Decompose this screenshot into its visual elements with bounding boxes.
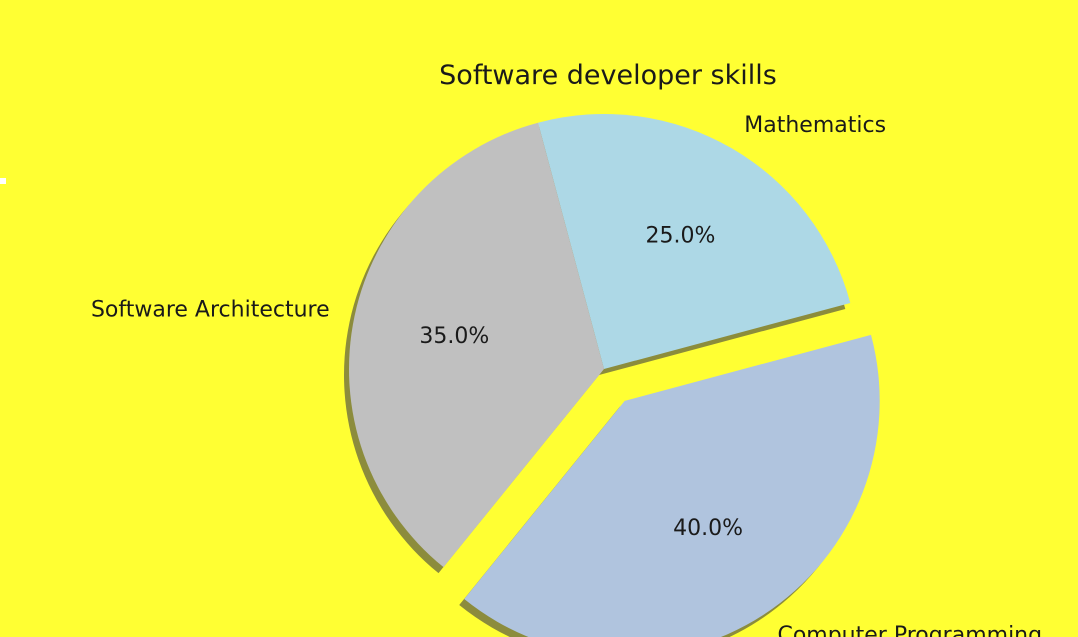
pie-slice-mathematics [538, 114, 851, 369]
slice-label-computer-programming: Computer Programming [777, 623, 1042, 637]
slice-percent-computer-programming: 40.0% [673, 516, 743, 541]
edge-marker [0, 178, 6, 184]
slice-percent-mathematics: 25.0% [646, 223, 716, 248]
slice-label-mathematics: Mathematics [744, 113, 886, 138]
slice-label-software-architecture: Software Architecture [91, 298, 330, 323]
chart-title: Software developer skills [439, 60, 777, 91]
text-layer: Software developer skills Mathematics 25.… [91, 60, 1042, 637]
pie-slice-software-architecture [348, 122, 604, 568]
slice-layer [348, 114, 880, 637]
pie-slice-computer-programming [464, 334, 880, 637]
slice-percent-software-architecture: 35.0% [419, 324, 489, 349]
